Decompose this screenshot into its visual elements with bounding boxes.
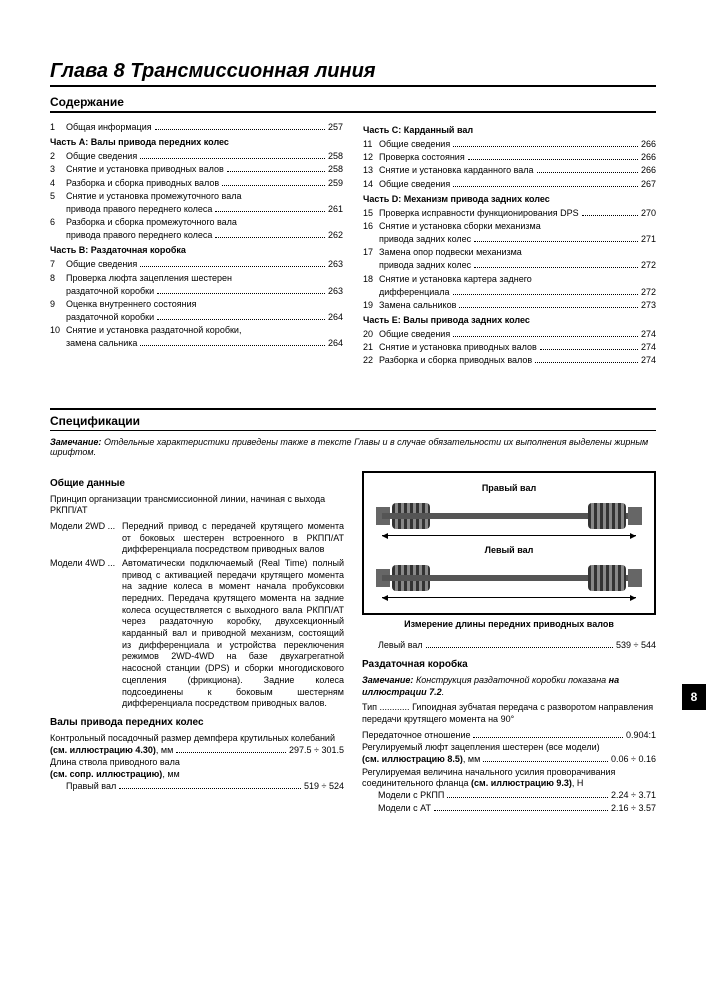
models-2wd-text: Передний привод с передачей крутящего мо… [122,521,344,556]
note-lead: Замечание: [50,437,101,447]
ratio-spec: Передаточное отношение 0.904:1 [362,730,656,742]
preload-spec: Регулируемая величина начального усилия … [362,767,656,815]
spec-shaft-text: Длина ствола приводного вала [50,757,344,769]
toc-entry: 7Общие сведения263 [50,258,343,270]
toc-left-column: 1Общая информация257 Часть A: Валы привод… [50,121,343,368]
toc-entry: 15Проверка исправности функционирования … [363,207,656,219]
toc-right-column: Часть C: Карданный вал 11Общие сведения26… [363,121,656,368]
toc-part-heading: Часть B: Раздаточная коробка [50,244,343,256]
right-shaft-label: Правый вал [66,781,116,793]
toc-entry-cont: привода правого переднего колеса262 [50,229,343,241]
toc-entry: 12Проверка состояния266 [363,151,656,163]
contents-title: Содержание [50,95,656,113]
type-spec: Тип ............ Гипоидная зубчатая пере… [362,702,656,725]
chapter-title: Глава 8 Трансмиссионная линия [50,60,656,87]
body-columns: Общие данные Принцип организации трансми… [50,471,656,816]
right-shaft-diagram: Правый вал [370,483,648,541]
toc-entry: 17Замена опор подвески механизма [363,246,656,258]
drive-shaft-figure: Правый вал Левый вал [362,471,656,615]
right-shaft-val: 519 ÷ 524 [304,781,344,793]
spec-damper: Контрольный посадочный размер демпфера к… [50,733,344,756]
models-4wd: Модели 4WD ... Автоматически подключаемы… [50,558,344,710]
left-shaft-diagram: Левый вал [370,545,648,603]
left-shaft-val: 539 ÷ 544 [616,640,656,652]
spec-shaft-ref: (см. сопр. иллюстрацию) [50,769,162,779]
note-text: Отдельные характеристики приведены также… [50,437,648,457]
toc-entry-cont: дифференциала272 [363,286,656,298]
spec-damper-text: Контрольный посадочный размер демпфера к… [50,733,344,745]
intro-para: Принцип организации трансмиссионной лини… [50,494,344,517]
spec-note: Замечание: Отдельные характеристики прив… [50,437,656,457]
toc-entry-cont: привода задних колес272 [363,259,656,271]
chapter-tab: 8 [682,684,706,710]
toc-entry: 2Общие сведения258 [50,150,343,162]
toc-entry: 14Общие сведения267 [363,178,656,190]
toc-entry-cont: привода задних колес271 [363,233,656,245]
front-shafts-heading: Валы привода передних колес [50,716,344,729]
toc-entry: 10Снятие и установка раздаточной коробки… [50,324,343,336]
body-right-column: Правый вал Левый вал Измерение длины пер… [362,471,656,816]
toc-entry: 3Снятие и установка приводных валов258 [50,163,343,175]
toc-part-heading: Часть E: Валы привода задних колес [363,314,656,326]
figure-caption: Измерение длины передних приводных валов [362,619,656,631]
toc-entry: 18Снятие и установка картера заднего [363,273,656,285]
models-4wd-label: Модели 4WD ... [50,558,122,710]
spec-damper-ref: (см. иллюстрацию 4.30) [50,745,156,755]
spec-shaft-length: Длина ствола приводного вала (см. сопр. … [50,757,344,792]
models-4wd-text: Автоматически подключаемый (Real Time) п… [122,558,344,710]
toc-part-heading: Часть C: Карданный вал [363,124,656,136]
transfer-case-note: Замечание: Конструкция раздаточной короб… [362,675,656,698]
left-shaft-fig-label: Левый вал [370,545,648,557]
spec-damper-val: 297.5 ÷ 301.5 [289,745,344,757]
toc-entry: 4Разборка и сборка приводных валов259 [50,177,343,189]
toc-entry: 5Снятие и установка промежуточного вала [50,190,343,202]
toc-part-heading: Часть A: Валы привода передних колес [50,136,343,148]
right-shaft-fig-label: Правый вал [370,483,648,495]
toc-entry: 1Общая информация257 [50,121,343,133]
toc-entry: 9Оценка внутреннего состояния [50,298,343,310]
toc-entry-cont: раздаточной коробки264 [50,311,343,323]
page: Глава 8 Трансмиссионная линия Содержание… [0,0,706,1000]
backlash-spec: Регулируемый люфт зацепления шестерен (в… [362,742,656,765]
general-data-heading: Общие данные [50,477,344,490]
toc-entry: 8Проверка люфта зацепления шестерен [50,272,343,284]
toc-entry: 11Общие сведения266 [363,138,656,150]
left-shaft-label: Левый вал [378,640,423,652]
toc-entry-cont: привода правого переднего колеса261 [50,203,343,215]
specifications-title: Спецификации [50,408,656,431]
toc-part-heading: Часть D: Механизм привода задних колес [363,193,656,205]
body-left-column: Общие данные Принцип организации трансми… [50,471,344,816]
toc-entry: 19Замена сальников273 [363,299,656,311]
transfer-case-heading: Раздаточная коробка [362,658,656,671]
toc-entry: 21Снятие и установка приводных валов274 [363,341,656,353]
toc-entry: 20Общие сведения274 [363,328,656,340]
toc-entry-cont: замена сальника264 [50,337,343,349]
models-2wd: Модели 2WD ... Передний привод с передач… [50,521,344,556]
models-2wd-label: Модели 2WD ... [50,521,122,556]
toc-entry: 13Снятие и установка карданного вала266 [363,164,656,176]
toc-entry: 6Разборка и сборка промежуточного вала [50,216,343,228]
toc-entry-cont: раздаточной коробки263 [50,285,343,297]
toc-entry: 16Снятие и установка сборки механизма [363,220,656,232]
toc: 1Общая информация257 Часть A: Валы привод… [50,121,656,368]
toc-entry: 22Разборка и сборка приводных валов274 [363,354,656,366]
